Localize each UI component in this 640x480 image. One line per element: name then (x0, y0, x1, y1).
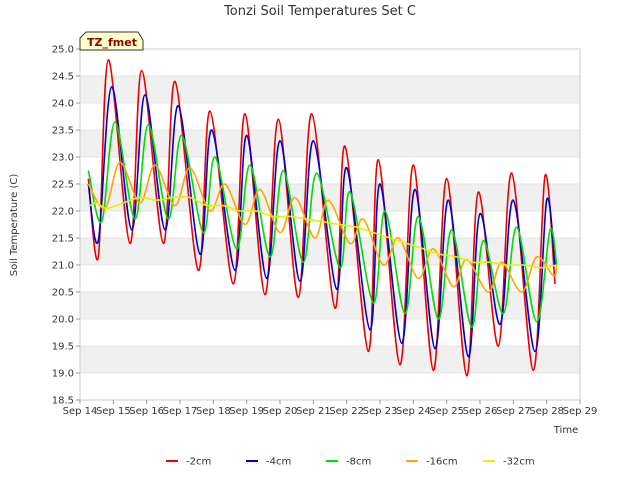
y-tick-label: 20.0 (52, 315, 74, 326)
y-tick-label: 23.0 (52, 153, 74, 164)
x-tick-label: Sep 18 (196, 406, 231, 417)
x-tick-label: Sep 27 (496, 406, 531, 417)
x-tick-label: Sep 15 (96, 406, 131, 417)
legend-label: -16cm (426, 457, 458, 468)
y-tick-label: 19.5 (52, 342, 74, 353)
legend-label: -32cm (503, 457, 535, 468)
grid-band (80, 130, 580, 157)
x-tick-label: Sep 29 (563, 406, 598, 417)
grid-band (80, 346, 580, 373)
y-tick-label: 21.0 (52, 261, 74, 272)
y-axis-label: Soil Temperature (C) (9, 174, 20, 277)
y-tick-label: 23.5 (52, 126, 74, 137)
legend-label: -8cm (346, 457, 371, 468)
badge-label: TZ_fmet (87, 36, 137, 49)
x-tick-label: Sep 14 (63, 406, 98, 417)
x-tick-label: Sep 21 (296, 406, 331, 417)
plot-area-border (79, 48, 581, 401)
x-tick-label: Sep 16 (129, 406, 164, 417)
legend-label: -2cm (186, 457, 211, 468)
x-tick-label: Sep 19 (229, 406, 264, 417)
series-line-8cmcm (87, 121, 558, 328)
series-line-16cmcm (87, 161, 558, 293)
y-tick-label: 22.5 (52, 180, 74, 191)
y-axis-ticks: 18.5 19.0 19.5 20.0 20.5 21.0 21.5 22.0 22.5 23.0… (52, 45, 80, 407)
y-tick-label: 24.5 (52, 72, 74, 83)
y-tick-label: 21.5 (52, 234, 74, 245)
y-tick-label: 22.0 (52, 207, 74, 218)
series-lines (87, 58, 558, 377)
x-tick-label: Sep 20 (263, 406, 298, 417)
legend-label: -4cm (266, 457, 291, 468)
x-tick-label: Sep 26 (463, 406, 498, 417)
x-tick-label: Sep 28 (529, 406, 564, 417)
x-axis-label: Time (553, 425, 578, 436)
y-tick-label: 25.0 (52, 45, 74, 56)
grid-band (80, 76, 580, 103)
y-tick-label: 24.0 (52, 99, 74, 110)
series-line-2cmcm (87, 58, 556, 377)
y-tick-label: 18.5 (52, 396, 74, 407)
dataset-badge: TZ_fmet (79, 31, 144, 51)
chart-title: Tonzi Soil Temperatures Set C (223, 4, 416, 19)
x-tick-label: Sep 25 (429, 406, 464, 417)
y-tick-label: 19.0 (52, 369, 74, 380)
x-tick-label: Sep 17 (163, 406, 198, 417)
x-tick-label: Sep 22 (329, 406, 364, 417)
series-line-32cmcm (89, 196, 557, 269)
badge-shape (79, 31, 144, 51)
x-tick-label: Sep 23 (363, 406, 398, 417)
x-tick-label: Sep 24 (396, 406, 431, 417)
y-tick-label: 20.5 (52, 288, 74, 299)
legend: -2cm -4cm -8cm -16cm -32cm (166, 457, 535, 468)
